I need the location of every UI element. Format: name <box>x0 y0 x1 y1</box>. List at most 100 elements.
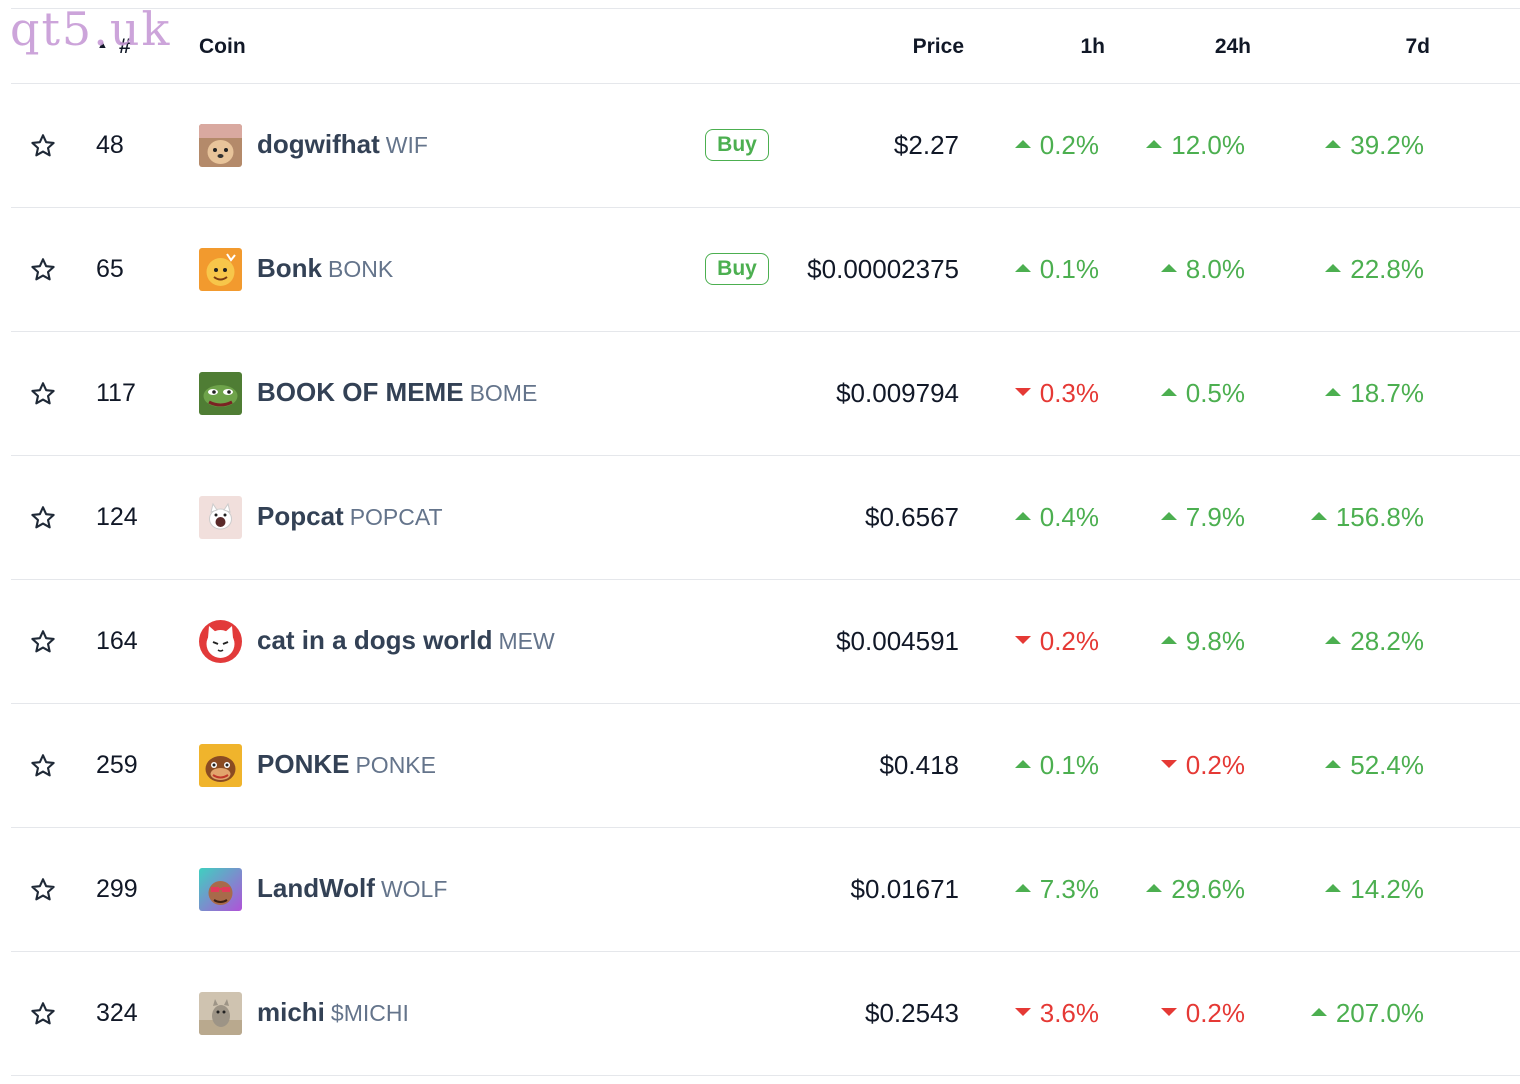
coin-name-text[interactable]: PONKE <box>257 749 350 779</box>
coin-name[interactable]: Popcat POPCAT <box>257 501 443 532</box>
change-d7: 28.2% <box>1325 626 1424 657</box>
change-h24-value: 7.9% <box>1185 502 1245 532</box>
change-h1-value: 0.3% <box>1039 378 1099 408</box>
header-coin[interactable]: Coin <box>199 35 246 58</box>
caret-up-icon <box>1160 264 1177 273</box>
buy-button[interactable]: Buy <box>705 129 769 161</box>
caret-up-icon <box>1325 760 1342 769</box>
star-icon[interactable] <box>29 876 57 904</box>
dogwifhat-logo[interactable] <box>199 124 242 167</box>
change-d7: 39.2% <box>1325 130 1424 161</box>
star-icon[interactable] <box>29 752 57 780</box>
change-h1: 0.4% <box>1014 502 1099 533</box>
coin-name-text[interactable]: BOOK OF MEME <box>257 377 464 407</box>
change-d7-value: 39.2% <box>1350 130 1424 160</box>
price: $0.6567 <box>865 502 959 532</box>
change-d7: 22.8% <box>1325 254 1424 285</box>
ponke-logo[interactable] <box>199 744 242 787</box>
michi-logo[interactable] <box>199 992 242 1035</box>
coin-name-text[interactable]: Bonk <box>257 253 322 283</box>
buy-button[interactable]: Buy <box>705 253 769 285</box>
header-1h[interactable]: 1h <box>1080 35 1105 58</box>
caret-up-icon <box>1014 884 1031 893</box>
caret-up-icon <box>1325 884 1342 893</box>
coin-name-text[interactable]: michi <box>257 997 325 1027</box>
change-h1-value: 0.4% <box>1039 502 1099 532</box>
change-d7-value: 52.4% <box>1350 750 1424 780</box>
coin-name[interactable]: cat in a dogs world MEW <box>257 625 555 656</box>
coin-symbol[interactable]: BONK <box>328 256 394 282</box>
coin-symbol[interactable]: WOLF <box>380 876 448 902</box>
change-h1-value: 0.1% <box>1039 254 1099 284</box>
coin-name[interactable]: LandWolf WOLF <box>257 873 447 904</box>
sort-indicator-icon[interactable]: ▲ <box>97 39 108 51</box>
caret-up-icon <box>1160 512 1177 521</box>
change-d7-value: 207.0% <box>1335 998 1424 1028</box>
coin-name-text[interactable]: cat in a dogs world <box>257 625 493 655</box>
change-h24-value: 8.0% <box>1185 254 1245 284</box>
coins-table: ▲ # Coin Price 1h 24h 7d 48 dogwifhat WIF B… <box>11 8 1520 1076</box>
table-row[interactable]: 117 BOOK OF MEME BOME $0.009794 0.3% 0.5% 18.7… <box>11 332 1520 456</box>
change-h24-value: 9.8% <box>1185 626 1245 656</box>
coin-name-text[interactable]: LandWolf <box>257 873 375 903</box>
table-row[interactable]: 164 cat in a dogs world MEW $0.004591 0.2% 9.… <box>11 580 1520 704</box>
coin-name[interactable]: michi $MICHI <box>257 997 409 1028</box>
change-h1: 0.2% <box>1014 626 1099 657</box>
coin-symbol[interactable]: $MICHI <box>330 1000 409 1026</box>
table-row[interactable]: 259 PONKE PONKE $0.418 0.1% 0.2% 52.4% <box>11 704 1520 828</box>
star-icon[interactable] <box>29 504 57 532</box>
coin-symbol[interactable]: WIF <box>385 132 428 158</box>
bonk-logo[interactable] <box>199 248 242 291</box>
coin-symbol[interactable]: MEW <box>498 628 555 654</box>
coin-name[interactable]: Bonk BONK <box>257 253 393 284</box>
coin-name-text[interactable]: dogwifhat <box>257 129 380 159</box>
header-price[interactable]: Price <box>912 35 964 58</box>
caret-down-icon <box>1160 760 1177 769</box>
rank: 124 <box>96 503 138 531</box>
rank: 117 <box>96 379 136 407</box>
header-24h[interactable]: 24h <box>1214 35 1251 58</box>
table-row[interactable]: 65 Bonk BONK Buy $0.00002375 0.1% 8.0% 22.8% <box>11 208 1520 332</box>
coin-name[interactable]: PONKE PONKE <box>257 749 436 780</box>
change-h1-value: 0.2% <box>1039 626 1099 656</box>
change-d7-value: 18.7% <box>1350 378 1424 408</box>
caret-up-icon <box>1310 512 1327 521</box>
price: $2.27 <box>893 130 959 160</box>
coin-name[interactable]: BOOK OF MEME BOME <box>257 377 537 408</box>
change-d7: 14.2% <box>1325 874 1424 905</box>
coin-name[interactable]: dogwifhat WIF <box>257 129 428 160</box>
landwolf-logo[interactable] <box>199 868 242 911</box>
caret-up-icon <box>1146 140 1163 149</box>
popcat-logo[interactable] <box>199 496 242 539</box>
caret-up-icon <box>1014 140 1031 149</box>
coin-name-text[interactable]: Popcat <box>257 501 344 531</box>
table-row[interactable]: 299 LandWolf WOLF $0.01671 7.3% 29.6% 14.2% <box>11 828 1520 952</box>
price: $0.01671 <box>850 874 959 904</box>
star-icon[interactable] <box>29 380 57 408</box>
star-icon[interactable] <box>29 1000 57 1028</box>
star-icon[interactable] <box>29 256 57 284</box>
change-h1-value: 7.3% <box>1039 874 1099 904</box>
change-d7-value: 22.8% <box>1350 254 1424 284</box>
mew-logo[interactable] <box>199 620 242 663</box>
price: $0.418 <box>879 750 959 780</box>
change-d7-value: 156.8% <box>1335 502 1424 532</box>
table-row[interactable]: 324 michi $MICHI $0.2543 3.6% 0.2% 207.0% <box>11 952 1520 1076</box>
table-row[interactable]: 48 dogwifhat WIF Buy $2.27 0.2% 12.0% 39.2% <box>11 84 1520 208</box>
book-of-meme-logo[interactable] <box>199 372 242 415</box>
coin-symbol[interactable]: POPCAT <box>349 504 443 530</box>
caret-down-icon <box>1014 388 1031 397</box>
header-rank[interactable]: # <box>119 35 131 58</box>
header-7d[interactable]: 7d <box>1405 35 1430 58</box>
coin-symbol[interactable]: PONKE <box>355 752 436 778</box>
change-h24: 9.8% <box>1160 626 1245 657</box>
star-icon[interactable] <box>29 628 57 656</box>
caret-down-icon <box>1014 1008 1031 1017</box>
coin-symbol[interactable]: BOME <box>469 380 538 406</box>
rank: 259 <box>96 751 138 779</box>
star-icon[interactable] <box>29 132 57 160</box>
change-h1: 0.1% <box>1014 254 1099 285</box>
table-body: 48 dogwifhat WIF Buy $2.27 0.2% 12.0% 39.2% 65 Bo… <box>11 84 1520 1076</box>
table-row[interactable]: 124 Popcat POPCAT $0.6567 0.4% 7.9% 156.8% <box>11 456 1520 580</box>
caret-down-icon <box>1160 1008 1177 1017</box>
